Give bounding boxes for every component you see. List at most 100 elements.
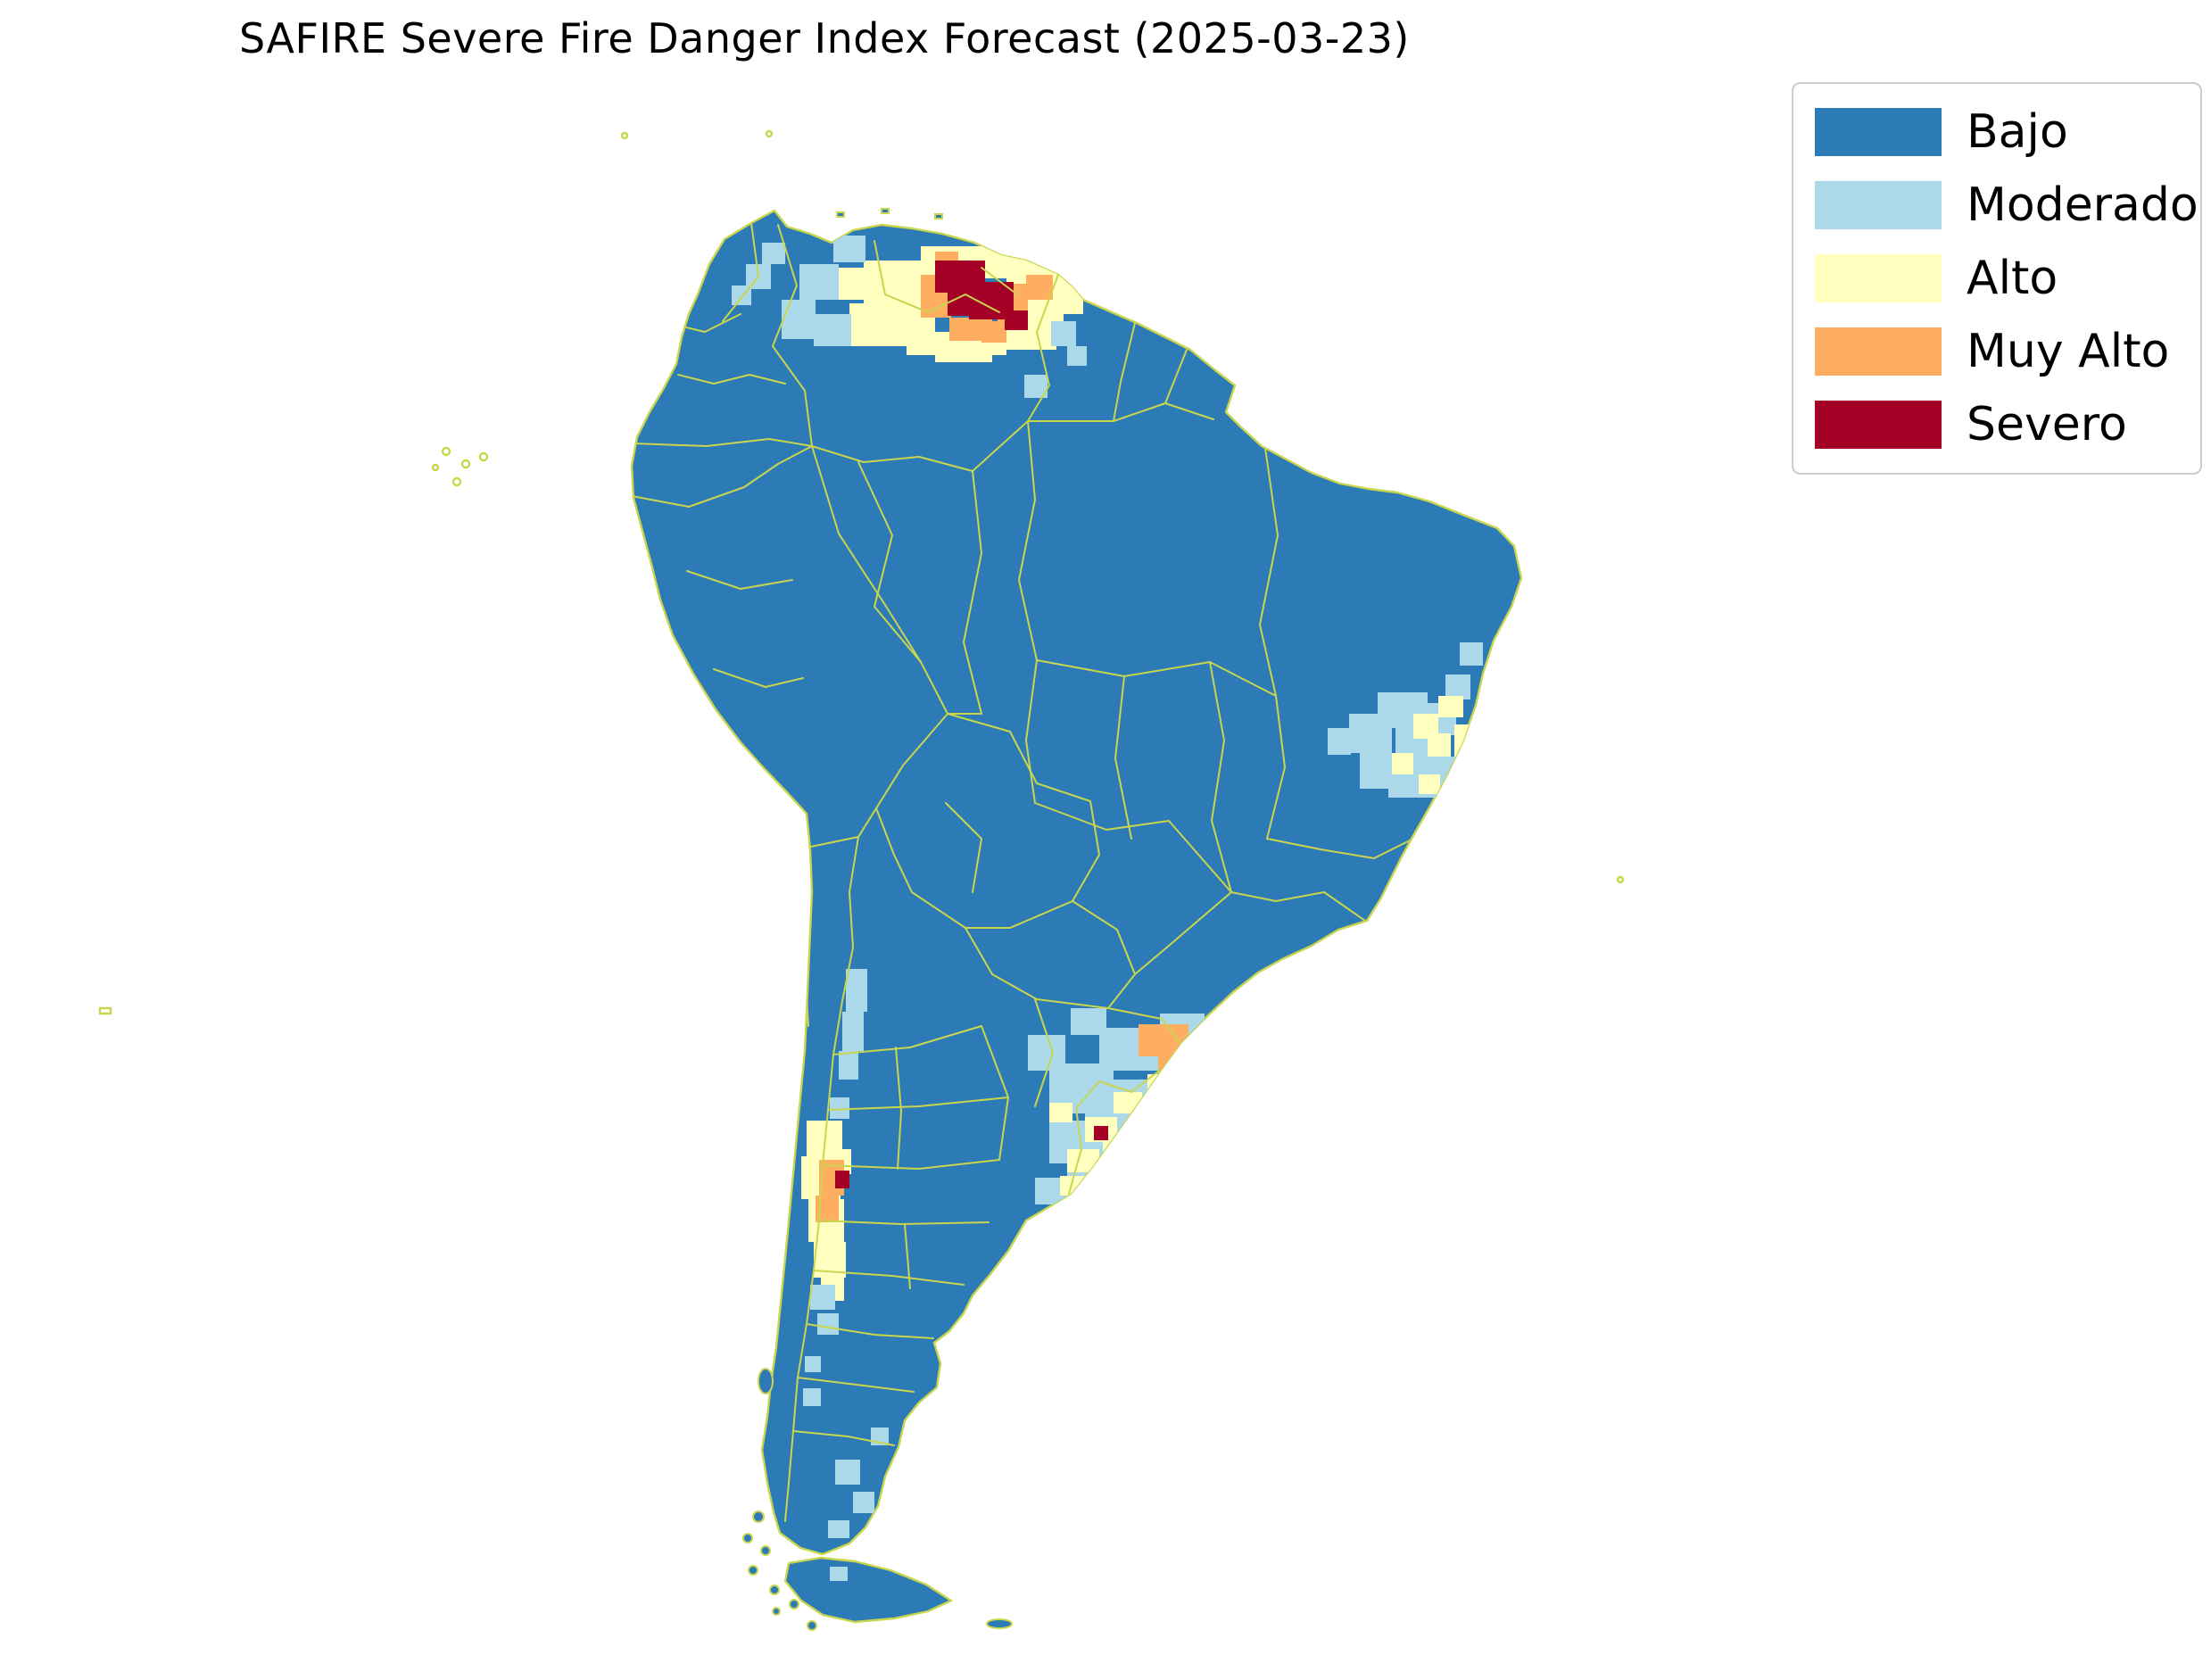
danger-cell-east-brazil-bahia bbox=[1438, 696, 1463, 717]
danger-cell-north-venezuela-guyana bbox=[814, 314, 851, 346]
admin-border bbox=[875, 807, 966, 929]
legend-label-alto: Alto bbox=[1967, 252, 2058, 305]
danger-cell-east-brazil-bahia bbox=[1419, 774, 1440, 794]
legend-swatch-bajo bbox=[1815, 108, 1942, 156]
admin-border bbox=[806, 1323, 934, 1339]
south-america-landmass bbox=[630, 209, 1523, 1556]
danger-cell-north-venezuela-guyana bbox=[1051, 321, 1076, 346]
admin-border bbox=[811, 445, 948, 715]
danger-cell-east-brazil-bahia bbox=[1392, 753, 1413, 774]
admin-border bbox=[1034, 802, 1232, 893]
admin-border bbox=[1098, 1068, 1163, 1093]
danger-cell-patagonia bbox=[835, 1460, 860, 1485]
admin-border bbox=[1068, 1080, 1100, 1195]
tierra-del-fuego-island bbox=[783, 1556, 953, 1624]
admin-border bbox=[947, 713, 1100, 902]
admin-border bbox=[1034, 998, 1054, 1107]
danger-cell-patagonia bbox=[828, 1520, 849, 1538]
legend: Bajo Moderado Alto Muy Alto Severo bbox=[1792, 82, 2202, 475]
fjord-islet bbox=[772, 1607, 781, 1616]
admin-border bbox=[1025, 659, 1038, 804]
danger-cell-north-venezuela-guyana bbox=[1067, 346, 1087, 366]
admin-border bbox=[827, 1097, 1009, 1111]
fjord-islet bbox=[807, 1620, 817, 1631]
danger-cell-pacific-island bbox=[635, 1140, 648, 1153]
fjord-islet bbox=[789, 1599, 799, 1610]
admin-border bbox=[632, 445, 813, 508]
danger-cell-north-venezuela-guyana bbox=[849, 303, 892, 346]
admin-border bbox=[1027, 274, 1059, 422]
isla-de-los-estados bbox=[986, 1618, 1013, 1629]
danger-cell-central-chile-andes bbox=[810, 1285, 835, 1310]
legend-item-bajo: Bajo bbox=[1815, 98, 2179, 166]
galapagos-islet bbox=[451, 476, 462, 487]
danger-cell-patagonia bbox=[830, 1567, 848, 1581]
admin-border bbox=[686, 570, 793, 590]
legend-item-alto: Alto bbox=[1815, 244, 2179, 312]
danger-cell-patagonia bbox=[853, 1492, 874, 1513]
admin-border bbox=[947, 470, 982, 715]
admin-border bbox=[797, 1377, 915, 1393]
islands-layer bbox=[98, 129, 1625, 1631]
galapagos-islet bbox=[431, 463, 440, 472]
danger-cell-patagonia bbox=[805, 1356, 821, 1372]
legend-item-muy-alto: Muy Alto bbox=[1815, 318, 2179, 385]
danger-cell-northwest-colombia bbox=[762, 243, 785, 264]
danger-cell-north-venezuela-guyana bbox=[837, 268, 865, 300]
legend-swatch-muy-alto bbox=[1815, 327, 1942, 376]
admin-border bbox=[822, 1159, 1000, 1170]
danger-cell-central-chile-andes bbox=[835, 1171, 849, 1188]
legend-label-bajo: Bajo bbox=[1967, 105, 2068, 159]
danger-cell-north-venezuela-guyana bbox=[782, 300, 816, 339]
admin-border bbox=[965, 900, 1073, 929]
danger-cell-north-venezuela-guyana bbox=[1026, 275, 1053, 300]
fjord-islet bbox=[760, 1545, 771, 1556]
admin-border bbox=[981, 267, 1018, 295]
danger-cell-south-brazil-uruguay bbox=[1094, 1126, 1108, 1140]
admin-border bbox=[818, 1220, 990, 1225]
danger-cell-central-chile-andes bbox=[830, 1097, 849, 1119]
danger-cell-patagonia bbox=[803, 1388, 821, 1406]
danger-cell-south-brazil-uruguay bbox=[1147, 1074, 1180, 1097]
admin-border bbox=[1114, 675, 1132, 840]
caribbean-islet bbox=[620, 131, 629, 140]
caribbean-islet bbox=[836, 211, 845, 218]
admin-border bbox=[784, 836, 859, 1522]
legend-swatch-moderado bbox=[1815, 181, 1942, 229]
legend-label-moderado: Moderado bbox=[1967, 178, 2199, 232]
admin-borders-layer bbox=[632, 222, 1414, 1522]
danger-cell-central-chile-andes bbox=[846, 969, 867, 1012]
fjord-islet bbox=[769, 1585, 780, 1595]
danger-cell-east-brazil-bahia bbox=[1460, 642, 1483, 666]
danger-cell-east-brazil-bahia bbox=[1454, 724, 1478, 757]
fjord-islet bbox=[748, 1565, 758, 1576]
danger-cell-south-brazil-uruguay bbox=[1139, 1024, 1188, 1056]
danger-cell-south-brazil-uruguay bbox=[1049, 1103, 1072, 1122]
admin-border bbox=[1266, 838, 1414, 859]
legend-item-severo: Severo bbox=[1815, 391, 2179, 459]
danger-cells-layer bbox=[635, 236, 1483, 1581]
admin-border bbox=[677, 374, 786, 385]
danger-cell-north-venezuela-guyana bbox=[799, 264, 839, 300]
map-title: SAFIRE Severe Fire Danger Index Forecast… bbox=[239, 14, 1410, 62]
admin-border bbox=[874, 240, 1000, 313]
admin-border bbox=[633, 438, 813, 447]
admin-border bbox=[813, 1270, 965, 1286]
admin-border bbox=[713, 668, 804, 688]
danger-cell-south-brazil-uruguay bbox=[1103, 1138, 1139, 1165]
admin-border bbox=[1259, 447, 1279, 697]
danger-cell-central-chile-andes bbox=[842, 1012, 864, 1051]
caribbean-islet bbox=[765, 129, 774, 138]
danger-cell-central-chile-andes bbox=[817, 1313, 839, 1335]
admin-border bbox=[1018, 420, 1038, 661]
fjord-islet bbox=[742, 1533, 753, 1543]
admin-border bbox=[811, 420, 1029, 472]
galapagos-islet bbox=[441, 446, 451, 457]
admin-border bbox=[1072, 900, 1136, 1009]
admin-border bbox=[832, 1025, 982, 1055]
caribbean-islet bbox=[881, 208, 890, 214]
danger-cell-south-brazil-uruguay bbox=[1114, 1092, 1142, 1113]
legend-label-muy-alto: Muy Alto bbox=[1967, 325, 2170, 378]
